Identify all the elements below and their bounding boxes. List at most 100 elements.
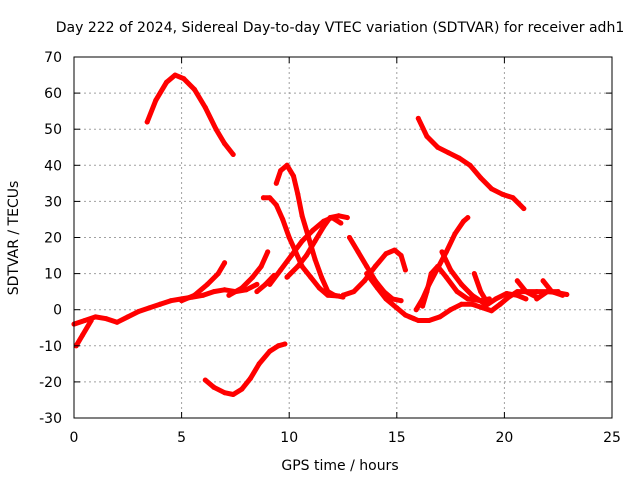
data-point <box>265 249 271 255</box>
data-point <box>428 271 434 277</box>
data-point <box>267 348 273 354</box>
data-point <box>319 274 324 280</box>
data-point <box>284 274 290 280</box>
data-point <box>392 247 398 253</box>
data-point <box>258 263 264 269</box>
data-point <box>299 238 305 244</box>
data-point <box>454 289 460 295</box>
x-tick-label: 5 <box>177 430 186 446</box>
data-point <box>103 316 109 322</box>
data-point <box>344 215 350 221</box>
grid <box>74 57 612 418</box>
data-point <box>267 281 273 287</box>
data-point <box>222 390 228 396</box>
data-point <box>312 256 318 262</box>
y-tick-label: -10 <box>39 339 62 355</box>
data-point <box>402 267 408 273</box>
data-point <box>398 298 404 304</box>
data-point <box>443 274 449 280</box>
data-point <box>230 392 236 397</box>
data-point <box>215 271 221 277</box>
data-point <box>136 309 142 314</box>
data-point <box>534 296 540 302</box>
data-point <box>514 292 520 298</box>
data-point <box>146 305 152 311</box>
data-point <box>164 79 169 85</box>
data-point <box>478 175 484 181</box>
data-point <box>275 343 281 349</box>
data-point <box>415 115 421 121</box>
data-point <box>202 377 208 383</box>
data-point <box>144 119 150 125</box>
data-point <box>435 144 441 150</box>
data-point <box>372 263 378 269</box>
data-point <box>347 235 352 240</box>
data-point <box>192 87 197 92</box>
data-point <box>153 97 159 103</box>
data-point <box>80 332 86 338</box>
data-point <box>321 224 327 230</box>
x-tick-label: 15 <box>388 430 406 446</box>
y-tick-label: 60 <box>44 86 62 102</box>
data-point <box>482 303 488 309</box>
data-point <box>239 285 245 291</box>
x-tick-label: 0 <box>70 430 79 446</box>
data-point <box>280 216 286 222</box>
y-tick-label: -30 <box>39 411 62 427</box>
data-point <box>424 289 430 295</box>
data-point <box>467 162 473 168</box>
data-point <box>439 249 445 255</box>
data-point <box>448 267 454 273</box>
series-line-1 <box>144 72 236 157</box>
data-point <box>295 191 301 197</box>
data-point <box>383 296 389 302</box>
data-point <box>204 281 210 287</box>
data-point <box>471 271 477 277</box>
data-point <box>523 296 529 302</box>
data-point <box>200 292 206 298</box>
data-point <box>336 213 342 219</box>
data-point <box>364 271 370 277</box>
data-point <box>179 298 185 304</box>
data-series <box>71 72 570 397</box>
data-point <box>88 318 94 323</box>
data-point <box>437 314 443 320</box>
data-point <box>493 296 499 302</box>
data-point <box>514 278 520 284</box>
data-point <box>445 150 451 156</box>
data-point <box>374 285 380 291</box>
data-point <box>560 292 565 298</box>
data-point <box>250 274 256 280</box>
data-point <box>213 126 219 132</box>
data-point <box>398 253 404 258</box>
data-point <box>362 278 367 284</box>
data-point <box>340 292 346 298</box>
data-point <box>222 141 228 147</box>
data-point <box>303 253 309 258</box>
data-point <box>504 291 510 296</box>
data-point <box>394 305 400 311</box>
data-point <box>458 301 464 307</box>
data-point <box>402 312 408 318</box>
data-point <box>497 301 503 307</box>
data-point <box>157 301 163 307</box>
data-point <box>254 289 260 295</box>
data-point <box>540 278 546 284</box>
data-point <box>286 235 292 240</box>
data-point <box>222 260 228 266</box>
data-point <box>316 285 322 291</box>
y-tick-label: 50 <box>44 122 62 138</box>
data-point <box>338 220 344 226</box>
data-point <box>424 133 430 139</box>
data-point <box>211 384 217 390</box>
data-point <box>534 289 540 295</box>
data-point <box>461 218 466 224</box>
data-point <box>172 72 178 78</box>
data-point <box>243 287 249 293</box>
chart-title: Day 222 of 2024, Sidereal Day-to-day VTE… <box>56 20 624 36</box>
data-point <box>312 238 318 244</box>
data-point <box>327 215 333 221</box>
data-point <box>351 289 357 295</box>
data-point <box>521 206 527 212</box>
